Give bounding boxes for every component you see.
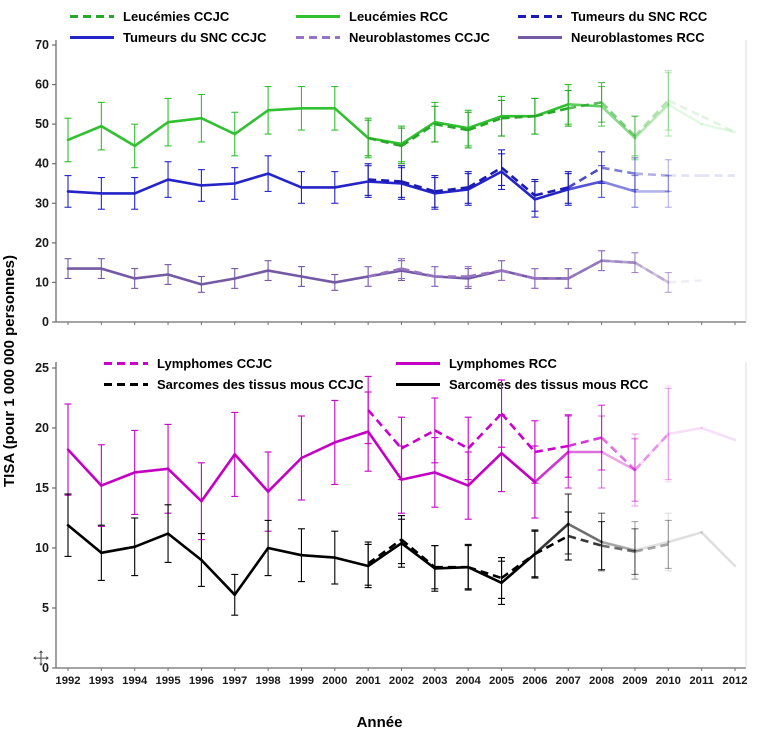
legend-item-lymphomes-ccjc: Lymphomes CCJC — [104, 354, 396, 372]
svg-text:40: 40 — [35, 157, 49, 171]
svg-text:60: 60 — [35, 78, 49, 92]
legend-label: Leucémies RCC — [349, 8, 448, 24]
svg-text:2012: 2012 — [722, 675, 747, 687]
svg-text:2009: 2009 — [622, 675, 647, 687]
svg-text:15: 15 — [35, 481, 49, 495]
legend-swatch-leucemies-ccjc — [70, 14, 114, 18]
legend-swatch-sarcomes-rcc — [396, 382, 440, 386]
svg-text:2000: 2000 — [322, 675, 347, 687]
svg-text:1992: 1992 — [55, 675, 80, 687]
svg-text:0: 0 — [42, 315, 49, 329]
legend-swatch-lymphomes-ccjc — [104, 361, 148, 365]
svg-text:20: 20 — [35, 421, 49, 435]
svg-text:2006: 2006 — [522, 675, 547, 687]
legend-item-leucemies-ccjc: Leucémies CCJC — [70, 7, 296, 25]
legend-swatch-leucemies-rcc — [296, 14, 340, 18]
legend-item-neuroblastomes-rcc: Neuroblastomes RCC — [518, 28, 707, 46]
svg-text:1993: 1993 — [89, 675, 114, 687]
svg-text:70: 70 — [35, 40, 49, 52]
legend-item-neuroblastomes-ccjc: Neuroblastomes CCJC — [296, 28, 518, 46]
svg-text:2005: 2005 — [489, 675, 514, 687]
svg-text:10: 10 — [35, 275, 49, 289]
bottom-chart-panel: 0 5 10 15 20 25 1992 1993 1994 1995 1996 1997 1998 19… — [35, 361, 747, 687]
legend-swatch-snc-rcc — [518, 14, 562, 18]
svg-text:5: 5 — [42, 601, 49, 615]
legend-label: Sarcomes des tissus mous CCJC — [157, 376, 364, 392]
svg-text:1994: 1994 — [122, 675, 148, 687]
y-axis-title: TISA (pour 1 000 000 personnes) — [1, 254, 18, 488]
move-cursor-icon — [30, 648, 52, 670]
svg-text:1995: 1995 — [155, 675, 180, 687]
legend-label: Lymphomes RCC — [449, 355, 557, 371]
legend-swatch-lymphomes-rcc — [396, 361, 440, 365]
svg-text:1996: 1996 — [189, 675, 214, 687]
legend-swatch-neuroblastomes-rcc — [518, 35, 562, 39]
svg-text:1997: 1997 — [222, 675, 247, 687]
svg-text:2004: 2004 — [456, 675, 482, 687]
svg-text:2001: 2001 — [356, 675, 381, 687]
legend-label: Tumeurs du SNC RCC — [571, 8, 708, 24]
legend-label: Lymphomes CCJC — [157, 355, 273, 371]
svg-text:50: 50 — [35, 117, 49, 131]
svg-text:2011: 2011 — [689, 675, 714, 687]
svg-text:0: 0 — [42, 661, 49, 675]
legend-swatch-neuroblastomes-ccjc — [296, 35, 340, 39]
legend-item-snc-rcc: Tumeurs du SNC RCC — [518, 7, 707, 25]
legend-label: Leucémies CCJC — [123, 8, 230, 24]
legend-swatch-snc-ccjc — [70, 35, 114, 39]
x-axis-title: Année — [356, 714, 403, 731]
legend-top: Leucémies CCJC Leucémies RCC Tumeurs du … — [70, 7, 707, 46]
legend-label: Neuroblastomes CCJC — [349, 29, 490, 45]
svg-text:1998: 1998 — [256, 675, 281, 687]
svg-text:2008: 2008 — [589, 675, 614, 687]
legend-label: Tumeurs du SNC CCJC — [123, 29, 267, 45]
svg-text:25: 25 — [35, 361, 49, 375]
svg-text:2007: 2007 — [556, 675, 581, 687]
legend-label: Neuroblastomes RCC — [571, 29, 705, 45]
legend-item-leucemies-rcc: Leucémies RCC — [296, 7, 518, 25]
svg-text:20: 20 — [35, 236, 49, 250]
svg-text:2003: 2003 — [422, 675, 447, 687]
legend-item-sarcomes-ccjc: Sarcomes des tissus mous CCJC — [104, 375, 396, 393]
legend-item-lymphomes-rcc: Lymphomes RCC — [396, 354, 648, 372]
legend-item-snc-ccjc: Tumeurs du SNC CCJC — [70, 28, 296, 46]
legend-swatch-sarcomes-ccjc — [104, 382, 148, 386]
top-chart-panel: 0 10 20 30 40 50 60 70 — [35, 40, 747, 329]
svg-text:10: 10 — [35, 541, 49, 555]
svg-text:30: 30 — [35, 196, 49, 210]
svg-text:1999: 1999 — [289, 675, 314, 687]
svg-text:2010: 2010 — [656, 675, 681, 687]
svg-text:2002: 2002 — [389, 675, 414, 687]
